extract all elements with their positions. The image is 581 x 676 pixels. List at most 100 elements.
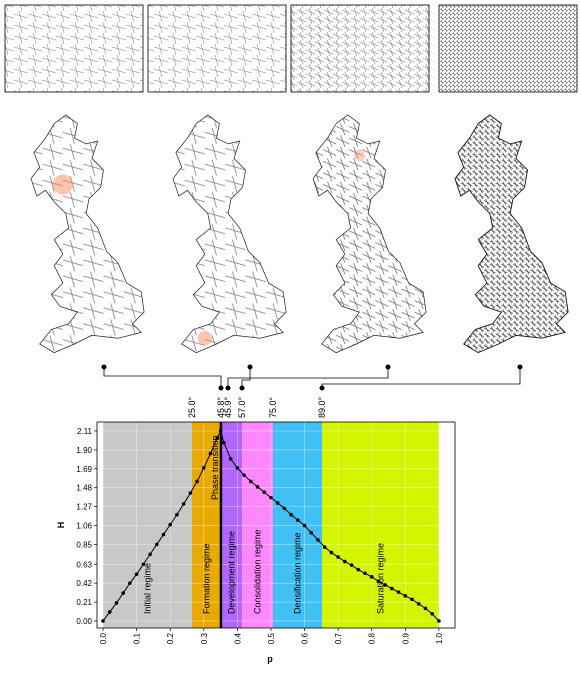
data-point (356, 567, 361, 572)
x-tick-label: 0.5 (267, 632, 276, 644)
regime-label: Saturation regime (375, 543, 385, 614)
connector (241, 367, 251, 388)
data-point (302, 523, 307, 528)
data-point (107, 610, 112, 614)
data-point (215, 436, 220, 441)
data-point (336, 555, 340, 559)
data-point (275, 501, 280, 505)
data-point (316, 538, 320, 542)
uk-panels (30, 114, 569, 354)
dot (319, 385, 325, 391)
connector (227, 367, 389, 388)
uk-map (172, 114, 287, 354)
x-tick-label: 0.7 (334, 632, 343, 644)
x-tick-label: 0.4 (233, 632, 242, 644)
data-point (255, 485, 260, 489)
data-point (289, 512, 293, 517)
regime-label: Densification regime (292, 532, 302, 614)
x-tick-label: 0.3 (200, 632, 209, 644)
dot (218, 385, 224, 391)
data-point (228, 457, 233, 461)
x-tick-label: 0.9 (401, 632, 410, 644)
london-map (147, 4, 287, 93)
data-point (114, 601, 119, 605)
x-tick-label: 0.1 (133, 632, 142, 644)
connector-dots (101, 364, 523, 391)
data-point (141, 562, 146, 567)
data-point (168, 522, 173, 527)
data-point (410, 597, 414, 602)
connector (321, 367, 521, 388)
x-tick-label: 0.0 (99, 632, 108, 644)
y-axis-title: H (56, 522, 66, 529)
data-line (102, 429, 440, 622)
uk-map (312, 114, 427, 354)
data-point (195, 479, 199, 484)
london-map (290, 4, 430, 93)
threshold-label: 25.0° (187, 396, 197, 418)
data-point (329, 550, 334, 555)
y-tick-label: 0.85 (76, 540, 92, 549)
london-panels (4, 4, 578, 93)
data-point (175, 512, 179, 517)
threshold-label: 75.0° (268, 396, 278, 418)
regime-band (103, 422, 193, 628)
data-point (121, 591, 125, 595)
x-tick-label: 1.0 (435, 632, 444, 644)
data-point (363, 571, 367, 576)
y-tick-label: 1.90 (76, 446, 92, 455)
dot (239, 385, 245, 391)
connector (103, 367, 222, 388)
data-point (262, 490, 267, 495)
data-point (128, 581, 132, 585)
dot (101, 364, 107, 370)
data-point (296, 518, 300, 522)
data-point (181, 502, 186, 506)
data-point (134, 572, 139, 576)
data-point (349, 563, 354, 567)
y-tick-label: 1.06 (76, 522, 92, 531)
data-point (416, 602, 421, 606)
data-point (249, 479, 253, 484)
threshold-label: 45.8° (216, 396, 226, 418)
threshold-label: 89.0° (317, 396, 327, 418)
data-point (242, 473, 246, 477)
x-tick-label: 0.8 (368, 632, 377, 644)
regime-label: Initial regime (143, 563, 153, 614)
data-point (161, 532, 166, 537)
y-tick-label: 2.11 (77, 427, 93, 436)
threshold-label: 45.9° (223, 396, 233, 418)
regime-band (322, 422, 439, 628)
y-tick-label: 1.69 (76, 465, 92, 474)
london-map (438, 4, 578, 93)
data-point (403, 593, 408, 598)
data-point (322, 545, 327, 549)
dot (385, 364, 391, 370)
dot (225, 385, 231, 391)
data-point (369, 575, 374, 579)
data-point (423, 606, 428, 611)
data-point (437, 619, 441, 623)
dot (247, 364, 253, 370)
data-point (269, 495, 273, 500)
x-axis-title: p (267, 654, 273, 664)
regime-band (272, 422, 323, 628)
y-tick-label: 0.63 (76, 560, 92, 569)
y-tick-label: 0.42 (76, 579, 92, 588)
data-point (396, 590, 401, 594)
data-point (208, 451, 213, 456)
regime-band (220, 422, 243, 628)
data-point (343, 559, 347, 564)
regime-label: Development regime (227, 531, 237, 614)
y-tick-label: 1.48 (76, 484, 92, 493)
threshold-label: 57.0° (237, 396, 247, 418)
data-point (309, 530, 314, 535)
data-point (390, 586, 394, 591)
data-point (430, 611, 434, 616)
dot (517, 364, 523, 370)
data-point (235, 466, 240, 470)
data-point (188, 491, 193, 495)
data-point (154, 542, 159, 547)
y-tick-label: 0.21 (76, 598, 92, 607)
